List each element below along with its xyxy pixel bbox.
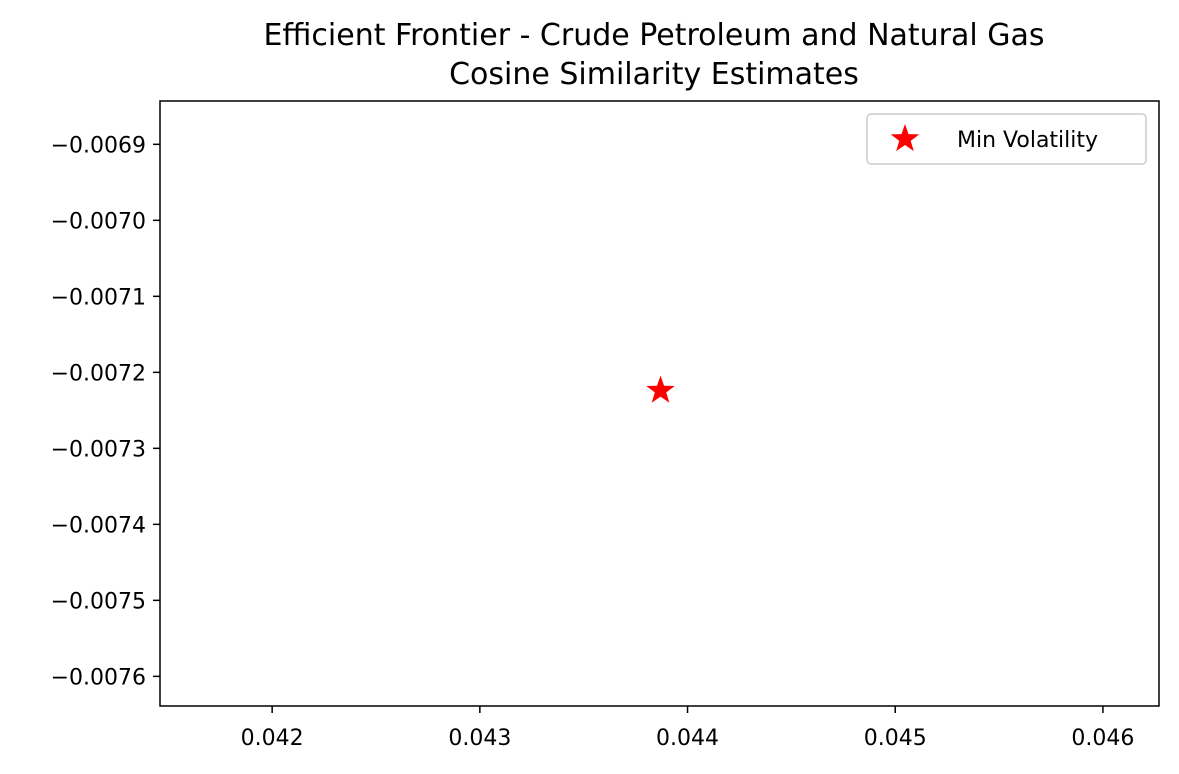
data-points (646, 375, 675, 403)
y-tick-label: −0.0073 (51, 437, 146, 462)
legend-label-min-volatility: Min Volatility (957, 128, 1098, 153)
min-volatility-point (646, 375, 675, 403)
x-tick-label: 0.042 (241, 726, 304, 751)
y-axis: −0.0069 −0.0070 −0.0071 −0.0072 −0.0073 −0.00… (51, 133, 160, 690)
y-tick-label: −0.0076 (51, 665, 146, 690)
legend-star-icon (890, 124, 920, 152)
chart-title: Efficient Frontier - Crude Petroleum and… (263, 18, 1044, 53)
y-tick-label: −0.0075 (51, 589, 146, 614)
legend: Min Volatility (866, 113, 1147, 165)
y-tick-label: −0.0072 (51, 361, 146, 386)
y-tick-label: −0.0074 (51, 513, 146, 538)
x-tick-label: 0.043 (448, 726, 511, 751)
x-tick-label: 0.046 (1071, 726, 1134, 751)
x-tick-label: 0.044 (656, 726, 719, 751)
legend-frame (866, 113, 1147, 165)
plot-area (159, 100, 1160, 707)
x-tick-label: 0.045 (864, 726, 927, 751)
y-tick-label: −0.0069 (51, 133, 146, 158)
y-tick-label: −0.0071 (51, 285, 146, 310)
axes-frame (159, 100, 1160, 707)
x-axis: 0.042 0.043 0.044 0.045 0.046 (241, 706, 1134, 751)
chart-subtitle: Cosine Similarity Estimates (449, 57, 859, 92)
y-tick-label: −0.0070 (51, 209, 146, 234)
